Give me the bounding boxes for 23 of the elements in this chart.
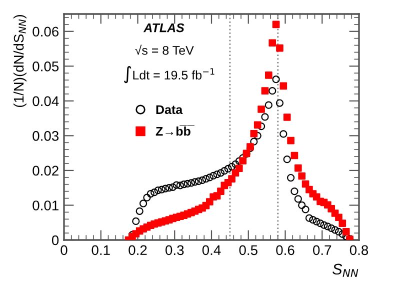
x-tick-label: 0.2 xyxy=(128,245,147,256)
y-tick-label: 0.06 xyxy=(32,26,59,37)
x-tick-label: 0.5 xyxy=(239,245,258,256)
x-tick-label: 0.8 xyxy=(350,245,368,256)
x-tick-label: 0.1 xyxy=(92,245,110,256)
y-tick-label: 0.01 xyxy=(32,200,58,210)
x-axis-title: S$_{NN}$ xyxy=(332,264,358,277)
y-tick-label: 0.05 xyxy=(32,61,59,72)
y-tick-label: 0 xyxy=(52,235,59,246)
annotation: √s = 8 TeV xyxy=(135,44,194,55)
y-tick-label: 0.02 xyxy=(32,166,58,176)
legend-label: Z→b̅b̅ xyxy=(156,125,194,136)
y-tick-label: 0.03 xyxy=(32,131,59,141)
legend-label: Data xyxy=(156,105,183,114)
y-axis-title: (1/N)(dN/dS$_{NN}$) xyxy=(14,14,26,108)
x-tick-label: 0.6 xyxy=(276,245,294,256)
y-tick-label: 0.04 xyxy=(32,96,59,106)
x-tick-label: 0.7 xyxy=(313,245,332,256)
x-tick-label: 0.4 xyxy=(202,245,221,256)
x-tick-label: 0.3 xyxy=(166,245,184,256)
annotation: ∫Ldt = 19.5 fb$^{−1}$ xyxy=(124,66,214,84)
x-tick-label: 0 xyxy=(60,245,68,256)
annotation: ATLAS xyxy=(143,23,184,32)
